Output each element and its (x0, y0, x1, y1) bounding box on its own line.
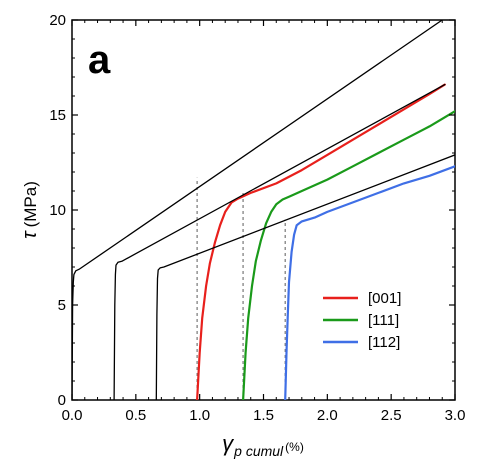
plot-area: 0.0 0.5 1.0 1.5 2.0 2.5 3.0 0 5 10 15 20 (49, 12, 465, 424)
x-axis-subscript: p cumul (233, 443, 284, 459)
x-tick-label: 0.0 (62, 407, 83, 424)
x-axis-symbol: γ (222, 431, 235, 456)
x-tick-label: 1.5 (253, 407, 274, 424)
series-line (242, 110, 455, 400)
reference-curve (155, 154, 455, 400)
x-axis-unit: (%) (285, 440, 304, 454)
legend-label: [112] (368, 334, 400, 351)
x-tick-label: 1.0 (189, 407, 210, 424)
series-line (284, 165, 455, 400)
x-tick-label: 0.5 (125, 407, 146, 424)
y-tick-label: 20 (49, 12, 66, 29)
y-axis-label: τ (MPa) (19, 181, 41, 239)
series-line (196, 83, 446, 400)
legend: [001] [111] [112] (323, 290, 401, 351)
reference-curve (113, 83, 446, 400)
y-tick-label: 10 (49, 202, 66, 219)
y-tick-label: 15 (49, 107, 66, 124)
y-tick-label: 5 (58, 297, 66, 314)
y-axis-unit: (MPa) (21, 181, 40, 227)
x-axis-label: γp cumul (%) (222, 431, 304, 459)
y-tick-label: 0 (58, 392, 66, 409)
x-tick-label: 2.5 (381, 407, 402, 424)
legend-label: [111] (368, 312, 399, 329)
x-tick-label: 2.0 (317, 407, 338, 424)
y-axis-symbol: τ (19, 230, 41, 239)
legend-label: [001] (368, 290, 401, 307)
x-tick-label: 3.0 (445, 407, 466, 424)
panel-label: a (88, 38, 111, 82)
axis-ticks: 0.0 0.5 1.0 1.5 2.0 2.5 3.0 0 5 10 15 20 (49, 12, 465, 424)
